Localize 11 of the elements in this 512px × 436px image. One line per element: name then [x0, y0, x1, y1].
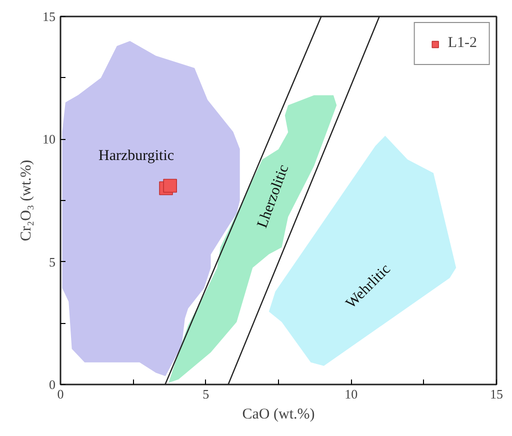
x-tick-label: 5	[202, 386, 210, 402]
y-tick-label: 15	[42, 9, 56, 24]
x-tick-label: 15	[490, 386, 503, 402]
x-tick-label: 10	[344, 386, 358, 402]
y-axis-title: Cr₂O₃ (wt.%)	[18, 160, 34, 242]
y-tick-label: 5	[49, 254, 56, 270]
x-axis-title: CaO (wt.%)	[242, 406, 315, 422]
legend-label: L1-2	[448, 35, 477, 52]
y-tick-label: 10	[42, 132, 56, 147]
annotation: Harzburgitic	[98, 148, 174, 164]
y-tick-label: 0	[49, 377, 56, 392]
